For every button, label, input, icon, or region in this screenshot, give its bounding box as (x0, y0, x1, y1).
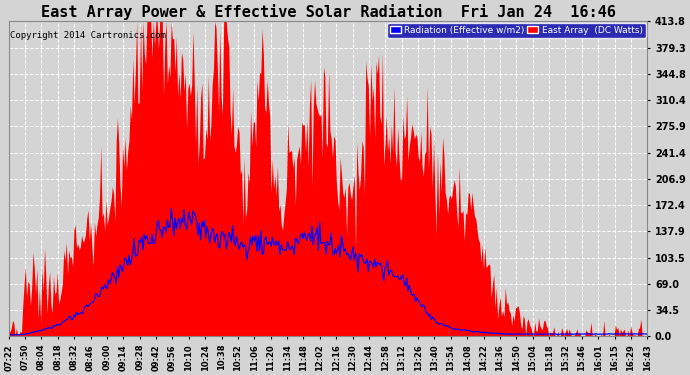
Title: East Array Power & Effective Solar Radiation  Fri Jan 24  16:46: East Array Power & Effective Solar Radia… (41, 4, 615, 20)
Text: Copyright 2014 Cartronics.com: Copyright 2014 Cartronics.com (10, 31, 166, 40)
Legend: Radiation (Effective w/m2), East Array  (DC Watts): Radiation (Effective w/m2), East Array (… (387, 23, 646, 38)
